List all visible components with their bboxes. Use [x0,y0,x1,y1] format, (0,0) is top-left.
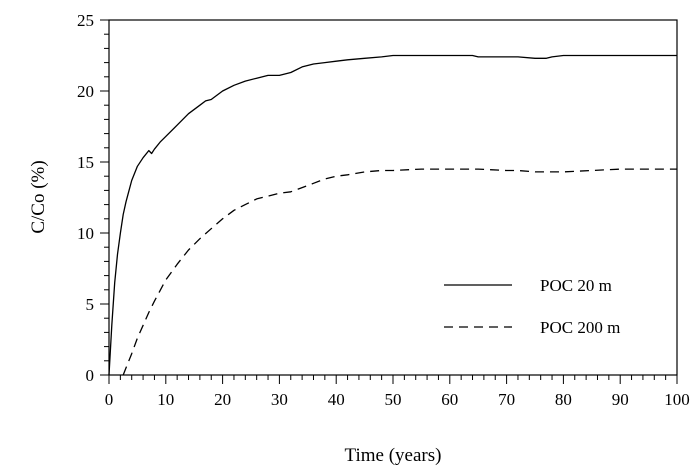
x-tick-label: 20 [214,390,231,409]
x-tick-label: 10 [157,390,174,409]
y-tick-label: 0 [86,366,95,385]
y-tick-label: 5 [86,295,95,314]
legend: POC 20 m POC 200 m [444,276,620,337]
x-tick-label: 80 [555,390,572,409]
x-tick-label: 90 [612,390,629,409]
x-axis-ticks: 0 10 20 30 40 50 60 70 80 90 100 [105,375,690,409]
legend-label-poc-20m: POC 20 m [540,276,612,295]
y-tick-label: 25 [77,11,94,30]
y-axis-ticks: 0 5 10 15 20 25 [77,11,109,385]
x-tick-label: 70 [498,390,515,409]
legend-label-poc-200m: POC 200 m [540,318,620,337]
series-line-poc-20m [108,54,677,376]
x-tick-label: 0 [105,390,114,409]
x-tick-label: 50 [385,390,402,409]
x-tick-label: 30 [271,390,288,409]
y-tick-label: 20 [77,82,94,101]
y-tick-label: 15 [77,153,94,172]
y-axis-title: C/Co (%) [28,160,49,233]
series-line-poc-200m [122,168,677,376]
x-tick-label: 100 [664,390,690,409]
x-axis-title: Time (years) [345,445,442,466]
x-tick-label: 60 [441,390,458,409]
y-tick-label: 10 [77,224,94,243]
x-tick-label: 40 [328,390,345,409]
series-layer [108,54,677,376]
